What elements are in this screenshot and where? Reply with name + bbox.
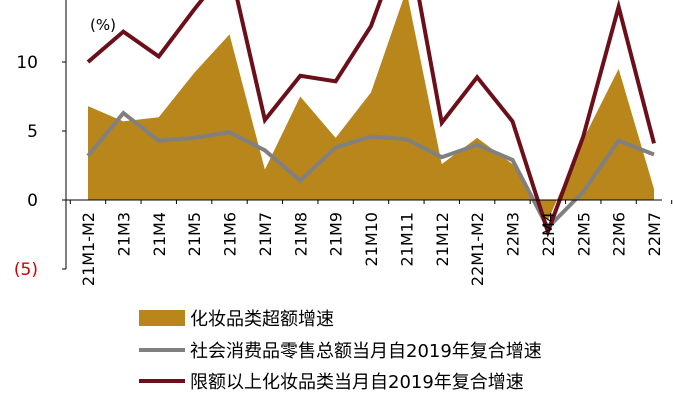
series-area-0 [88, 0, 654, 221]
y-tick-label: (5) [14, 260, 38, 280]
series-line-0 [86, 110, 655, 231]
x-tick-label: 21M3 [114, 212, 133, 256]
legend-label: 限额以上化妆品类当月自2019年复合增速 [190, 372, 524, 393]
legend-swatch [139, 310, 185, 326]
legend: 化妆品类超额增速社会消费品零售总额当月自2019年复合增速限额以上化妆品类当月自… [139, 309, 542, 393]
x-tick-label: 22M5 [574, 212, 593, 256]
x-tick-label: 22M3 [504, 212, 523, 256]
x-tick-label: 21M1-M2 [79, 212, 98, 286]
legend-label: 社会消费品零售总额当月自2019年复合增速 [190, 341, 542, 362]
x-tick-label: 21M7 [256, 212, 275, 256]
x-tick-label: 21M12 [433, 212, 452, 267]
x-tick-label: 21M5 [185, 212, 204, 256]
plot-marks [86, 0, 656, 238]
x-tick-label: 21M8 [291, 212, 310, 256]
x-axis: 21M1-M2 21M3 21M4 21M5 21M6 21M7 21M8 21M9 21M10… [66, 199, 673, 286]
x-tick-label: 21M11 [397, 212, 416, 267]
unit-label: (%) [90, 16, 116, 34]
x-tick-label: 22M1-M2 [468, 212, 487, 286]
x-tick-label: 22M4 [539, 212, 558, 256]
x-tick-label: 21M6 [221, 212, 240, 256]
x-tick-label: 21M9 [327, 212, 346, 256]
y-tick-label: 10 [16, 53, 38, 73]
y-tick-label: 5 [27, 122, 38, 142]
x-tick-label: 21M4 [150, 212, 169, 256]
y-axis: 2520151050(5) [14, 0, 67, 280]
y-tick-label: 15 [16, 0, 38, 4]
y-tick-label: 0 [27, 191, 38, 211]
x-tick-label: 21M10 [362, 212, 381, 267]
x-tick-label: 22M6 [610, 212, 629, 256]
x-tick-label: 22M7 [645, 212, 664, 256]
legend-label: 化妆品类超额增速 [190, 309, 334, 330]
